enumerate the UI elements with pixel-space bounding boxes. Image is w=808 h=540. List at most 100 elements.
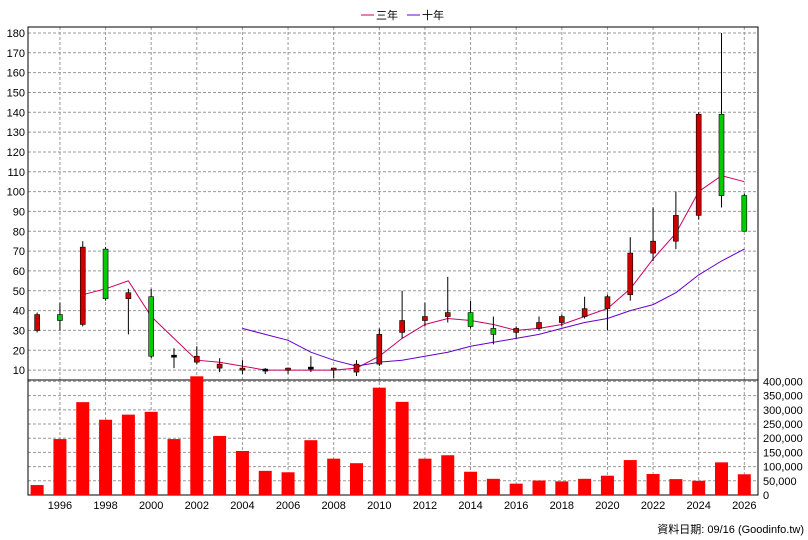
candle-body (536, 322, 542, 329)
volume-bar (692, 480, 706, 495)
volume-bar (121, 414, 135, 495)
price-panel-frame (27, 26, 759, 381)
price-y-tick-label: 50 (13, 286, 25, 298)
price-y-tick-label: 140 (7, 107, 25, 119)
volume-bar (715, 462, 728, 495)
x-tick-label: 1998 (93, 500, 117, 512)
candle-body (467, 312, 474, 327)
volume-bar (190, 376, 204, 495)
price-y-tick-label: 120 (7, 147, 25, 159)
volume-y-tick-label: 350,000 (763, 391, 803, 403)
candle-body (239, 367, 246, 371)
x-tick-label: 2000 (139, 500, 163, 512)
price-y-tick-label: 10 (13, 365, 25, 377)
candle-body (57, 314, 63, 321)
volume-bar (258, 470, 272, 495)
price-y-tick-label: 30 (13, 325, 25, 337)
x-tick-label: 2014 (458, 500, 482, 512)
candle-body (148, 296, 154, 357)
volume-y-tick-label: 0 (763, 490, 769, 502)
candle-body (604, 296, 611, 309)
volume-y-tick-label: 150,000 (763, 447, 803, 459)
volume-bar (30, 485, 44, 495)
footer-date-label: 資料日期: 09/16 (Goodinfo.tw) (657, 522, 804, 536)
volume-bar (167, 439, 181, 495)
candle-body (490, 328, 497, 335)
candle-body (102, 248, 109, 299)
volume-bar (486, 478, 500, 495)
volume-bar (213, 435, 227, 495)
volume-panel: 0 50,000 100,000 150,000 200,000 250,000 300,0… (27, 376, 803, 502)
x-tick-label: 2002 (185, 500, 209, 512)
volume-bar (623, 460, 637, 495)
volume-bar (76, 402, 90, 495)
candle-body (718, 113, 725, 196)
volume-bar (53, 439, 67, 495)
legend: 三年 十年 (361, 8, 444, 22)
volume-bar (99, 419, 113, 495)
price-y-tick-label: 20 (13, 345, 25, 357)
volume-y-tick-label: 300,000 (763, 405, 803, 417)
candle-body (376, 334, 383, 365)
price-y-tick-label: 40 (13, 306, 25, 318)
candle-body (353, 363, 360, 373)
candle-body (627, 252, 634, 296)
x-tick-label: 2010 (367, 500, 391, 512)
volume-bar (464, 471, 478, 495)
volume-bar (372, 387, 386, 495)
volume-y-tick-label: 100,000 (763, 462, 803, 474)
x-tick-label: 2022 (641, 500, 665, 512)
x-axis: 1996 1998 2000 2002 2004 2006 2008 2010 2012 2014… (48, 500, 757, 512)
x-tick-label: 2012 (413, 500, 437, 512)
candle-body (422, 316, 428, 321)
volume-bar (441, 455, 455, 495)
x-tick-label: 2020 (595, 500, 619, 512)
volume-bar (144, 411, 158, 495)
volume-bar (578, 478, 592, 495)
candle-body (216, 363, 223, 369)
price-y-tick-label: 70 (13, 246, 25, 258)
candle-body (285, 367, 291, 371)
price-y-tick-label: 60 (13, 266, 25, 278)
volume-bar (555, 481, 569, 495)
volume-bar (235, 450, 249, 495)
price-y-tick-label: 150 (7, 87, 25, 99)
volume-bar (532, 480, 546, 495)
volume-bar (600, 475, 614, 495)
volume-y-tick-label: 250,000 (763, 419, 803, 431)
volume-bar (350, 463, 363, 495)
ten-year-average-line (242, 248, 745, 367)
candle-body (559, 316, 565, 323)
candle-body (513, 328, 519, 333)
candle-body (695, 113, 702, 216)
price-panel: 10 20 30 40 50 60 70 80 90 100 110 120 130 140 150 160 1… (7, 26, 759, 495)
volume-bar (304, 440, 318, 495)
candle-body (262, 368, 269, 372)
candle-body (79, 246, 86, 325)
price-y-tick-label: 80 (13, 226, 25, 238)
candle-body (673, 215, 679, 242)
volume-bar (737, 474, 751, 495)
candle-body (650, 240, 656, 254)
volume-y-tick-label: 50,000 (763, 476, 797, 488)
volume-bar (646, 473, 660, 495)
x-tick-label: 2004 (230, 500, 254, 512)
x-tick-label: 2024 (686, 500, 710, 512)
candle-body (581, 308, 588, 317)
price-y-tick-label: 130 (7, 127, 25, 139)
legend-label-ten-year: 十年 (422, 8, 444, 22)
price-y-tick-label: 160 (7, 68, 25, 80)
x-tick-label: 2008 (321, 500, 345, 512)
candle-body (399, 320, 405, 333)
x-tick-label: 2006 (276, 500, 300, 512)
candle-body (34, 314, 40, 331)
three-year-average-line (82, 175, 745, 371)
x-tick-label: 2016 (504, 500, 528, 512)
candle-body (444, 312, 451, 317)
price-y-tick-label: 170 (7, 48, 25, 60)
volume-y-tick-label: 200,000 (763, 433, 803, 445)
volume-panel-frame (27, 379, 759, 496)
legend-label-three-year: 三年 (376, 8, 398, 22)
price-y-tick-label: 90 (13, 206, 25, 218)
